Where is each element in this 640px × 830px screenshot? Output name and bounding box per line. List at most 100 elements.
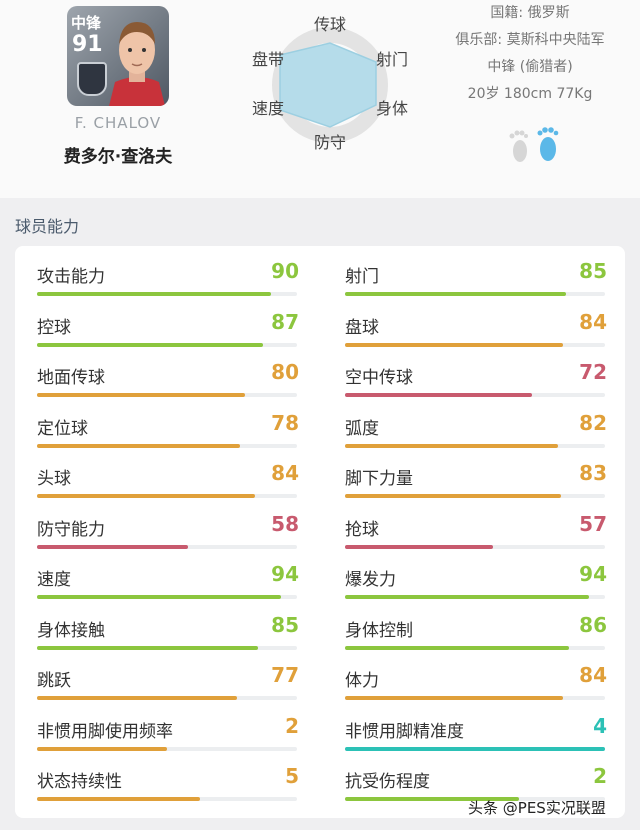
stat-bar-track: [345, 292, 605, 296]
stat-row: 身体接触 85: [37, 606, 305, 656]
preferred-foot-icon: [509, 127, 559, 162]
stat-label: 攻击能力: [37, 267, 105, 287]
radar-area: [279, 42, 377, 128]
radar-label-shooting: 射门: [376, 50, 408, 69]
stat-bar-track: [37, 595, 297, 599]
stat-row: 攻击能力 90: [37, 252, 305, 302]
stat-value: 84: [579, 309, 607, 334]
stat-label: 身体接触: [37, 620, 105, 641]
stat-value: 78: [271, 410, 299, 435]
player-club: 俱乐部: 莫斯科中央陆军: [455, 32, 605, 48]
stat-bar-fill: [37, 746, 167, 751]
stat-bar-track: [345, 393, 605, 397]
stat-bar-track: [345, 494, 605, 498]
watermark: 头条 @PES实况联盟: [468, 799, 606, 817]
stat-row: 状态持续性 5: [37, 757, 305, 807]
stat-label: 头球: [37, 469, 71, 489]
stat-bar-fill: [37, 494, 256, 498]
stat-value: 84: [579, 663, 607, 687]
stat-bar-track: [37, 746, 297, 751]
stat-label: 控球: [37, 317, 71, 338]
stat-bar-fill: [345, 292, 566, 296]
radar-label-speed: 速度: [252, 99, 284, 118]
stat-bar-track: [37, 393, 297, 397]
stat-label: 非惯用脚使用频率: [37, 721, 173, 742]
stat-value: 94: [579, 562, 607, 586]
stat-row: 抢球 57: [345, 505, 613, 555]
stat-bar-track: [37, 342, 297, 347]
stat-row: 非惯用脚精准度 4: [345, 707, 613, 757]
radar-label-defense: 防守: [314, 133, 346, 152]
stat-bar-track: [37, 797, 297, 801]
player-portrait-icon: [109, 22, 165, 106]
stat-bar-fill: [345, 696, 564, 700]
stat-bar-fill: [345, 645, 569, 650]
stat-row: 脚下力量 83: [345, 454, 613, 504]
player-nationality: 国籍: 俄罗斯: [490, 5, 570, 21]
stat-row: 头球 84: [37, 454, 305, 504]
stat-value: 87: [271, 309, 299, 334]
stat-label: 防守能力: [37, 519, 105, 540]
stat-row: 控球 87: [37, 303, 305, 353]
section-title-player-abilities: 球员能力: [15, 217, 80, 236]
stat-bar-fill: [37, 544, 188, 549]
stat-value: 90: [271, 259, 299, 283]
stat-value: 86: [579, 612, 607, 637]
stat-bar-fill: [37, 342, 264, 347]
stat-row: 身体控制 86: [345, 606, 613, 656]
stat-bar-fill: [345, 746, 605, 751]
stat-value: 80: [271, 360, 299, 384]
stat-value: 2: [285, 713, 299, 738]
ability-stats-panel: 攻击能力 90 控球 87 地面传球 80 定位球 78 头球 84 防守能力 58 速度 94 身体接触 8…: [15, 246, 625, 818]
stat-bar-fill: [37, 645, 258, 650]
stat-value: 85: [271, 612, 299, 637]
stat-bar-track: [345, 696, 605, 700]
stat-value: 58: [271, 511, 299, 536]
player-role: 中锋 (偷猎者): [487, 59, 573, 75]
stat-value: 77: [271, 663, 299, 687]
stat-label: 盘球: [345, 317, 379, 338]
stat-row: 盘球 84: [345, 303, 613, 353]
stat-label: 非惯用脚精准度: [345, 721, 464, 742]
stat-label: 空中传球: [345, 368, 413, 388]
stat-value: 4: [593, 713, 607, 738]
radar-label-physical: 身体: [376, 99, 408, 118]
stat-bar-track: [37, 443, 297, 448]
stat-bar-track: [37, 645, 297, 650]
stat-bar-fill: [37, 595, 282, 599]
stat-bar-track: [345, 645, 605, 650]
stat-label: 定位球: [37, 418, 88, 439]
stat-bar-fill: [37, 393, 245, 397]
stat-row: 速度 94: [37, 555, 305, 605]
stat-bar-track: [37, 544, 297, 549]
stat-row: 定位球 78: [37, 404, 305, 454]
stat-value: 82: [579, 410, 607, 435]
stat-label: 弧度: [345, 418, 379, 439]
stat-bar-fill: [345, 595, 590, 599]
stat-label: 状态持续性: [37, 772, 122, 792]
stat-bar-track: [345, 544, 605, 549]
stat-row: 跳跃 77: [37, 656, 305, 706]
stat-bar-track: [37, 494, 297, 498]
stat-label: 体力: [345, 671, 379, 691]
stat-bar-fill: [345, 342, 564, 347]
stat-row: 弧度 82: [345, 404, 613, 454]
stat-bar-track: [345, 595, 605, 599]
stat-label: 爆发力: [345, 570, 396, 590]
stat-value: 2: [593, 764, 607, 788]
stat-bar-track: [37, 696, 297, 700]
stat-label: 射门: [345, 267, 379, 287]
stat-label: 抢球: [345, 519, 379, 540]
stat-bar-track: [345, 797, 605, 801]
club-emblem-icon: [77, 62, 107, 96]
stat-row: 爆发力 94: [345, 555, 613, 605]
stat-bar-fill: [345, 797, 520, 801]
stat-bar-fill: [345, 494, 561, 498]
stat-bar-fill: [37, 696, 238, 700]
stat-row: 抗受伤程度 2: [345, 757, 613, 807]
stat-bar-fill: [37, 443, 240, 448]
player-card-avatar[interactable]: 中锋 91: [67, 6, 169, 106]
radar-label-dribbling: 盘带: [252, 50, 284, 69]
stat-bar-fill: [345, 443, 559, 448]
stat-value: 5: [285, 764, 299, 788]
